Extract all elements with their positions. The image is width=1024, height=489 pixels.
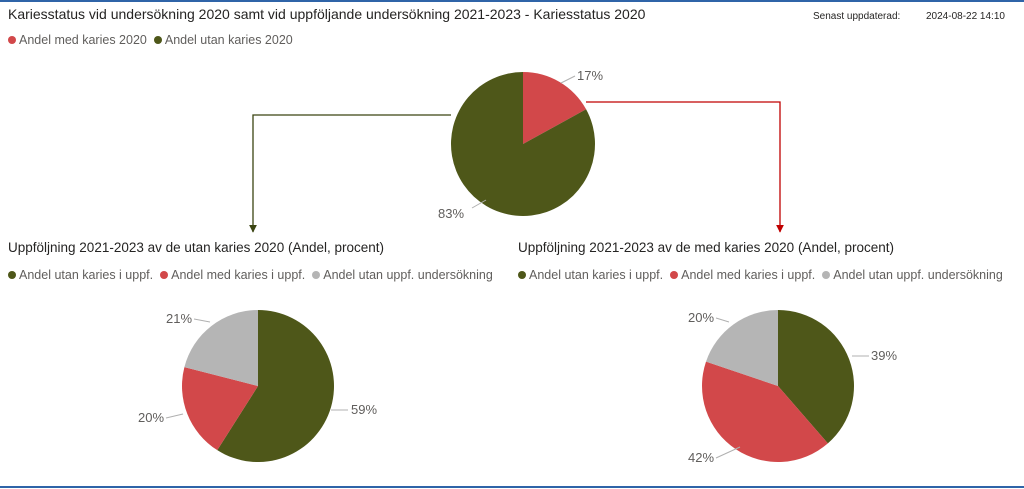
- legend-utan-karies: Andel utan karies i uppf. Andel med kari…: [8, 268, 500, 282]
- data-label: 59%: [351, 402, 377, 417]
- data-label-leader-line: [165, 413, 184, 419]
- page-title: Kariesstatus vid undersökning 2020 samt …: [8, 6, 646, 22]
- data-label: 20%: [138, 410, 164, 425]
- pie-chart-utan-karies: 59% 20% 21%: [138, 310, 377, 462]
- legend-label: Andel utan karies i uppf.: [529, 268, 664, 282]
- legend-label: Andel med karies 2020: [19, 33, 147, 47]
- legend-marker: [8, 271, 16, 279]
- legend-marker: [518, 271, 526, 279]
- data-label: 20%: [688, 310, 714, 325]
- legend-2020: Andel med karies 2020 Andel utan karies …: [8, 33, 300, 47]
- data-label: 42%: [688, 450, 714, 465]
- legend-marker: [312, 271, 321, 279]
- data-label-leader-line: [560, 75, 576, 84]
- legend-item[interactable]: Andel utan karies 2020: [153, 33, 293, 47]
- legend-item[interactable]: Andel utan karies i uppf.: [518, 268, 663, 282]
- legend-marker: [160, 271, 169, 279]
- legend-item[interactable]: Andel utan uppf. undersökning: [312, 268, 493, 282]
- pie-chart-med-karies: 39% 42% 20%: [688, 310, 897, 465]
- legend-marker: [8, 36, 16, 44]
- pie-slice[interactable]: [523, 72, 587, 144]
- data-label: 17%: [577, 68, 603, 83]
- pie-slice[interactable]: [217, 310, 335, 462]
- data-label: 21%: [166, 311, 192, 326]
- pie-slice[interactable]: [702, 361, 828, 462]
- legend-label: Andel med karies i uppf.: [171, 268, 306, 282]
- pie-chart-2020: 17% 83%: [438, 68, 603, 221]
- data-label-leader-line: [715, 317, 730, 323]
- legend-item[interactable]: Andel utan uppf. undersökning: [822, 268, 1003, 282]
- data-label: 39%: [871, 348, 897, 363]
- legend-marker: [822, 271, 831, 279]
- pie-slice[interactable]: [778, 310, 855, 444]
- legend-label: Andel utan uppf. undersökning: [323, 268, 493, 282]
- legend-marker: [670, 271, 679, 279]
- legend-label: Andel med karies i uppf.: [681, 268, 816, 282]
- last-updated-label: Senast uppdaterad:: [813, 11, 901, 22]
- data-label-leader-line: [715, 446, 741, 459]
- legend-item[interactable]: Andel utan karies i uppf.: [8, 268, 153, 282]
- data-label-leader-line: [193, 318, 211, 323]
- flow-arrow-utan-karies: [249, 114, 451, 233]
- legend-item[interactable]: Andel med karies i uppf.: [670, 268, 815, 282]
- pie-slice[interactable]: [184, 310, 258, 386]
- legend-label: Andel utan uppf. undersökning: [833, 268, 1003, 282]
- chart-title-utan-karies: Uppföljning 2021-2023 av de utan karies …: [8, 240, 385, 255]
- pie-slice[interactable]: [182, 367, 258, 451]
- flow-arrow-med-karies: [586, 101, 784, 233]
- pie-slice[interactable]: [706, 310, 778, 386]
- bottom-border: [0, 486, 1024, 488]
- legend-item[interactable]: Andel med karies i uppf.: [160, 268, 305, 282]
- legend-label: Andel utan karies 2020: [164, 33, 293, 47]
- pie-slice[interactable]: [450, 71, 595, 217]
- legend-label: Andel utan karies i uppf.: [19, 268, 154, 282]
- last-updated-value: 2024-08-22 14:10: [926, 11, 1005, 22]
- data-label-leader-line: [471, 199, 487, 209]
- data-label: 83%: [438, 206, 464, 221]
- legend-item[interactable]: Andel med karies 2020: [8, 33, 147, 47]
- legend-marker: [153, 36, 162, 44]
- top-border: [0, 0, 1024, 2]
- legend-med-karies: Andel utan karies i uppf. Andel med kari…: [518, 268, 1010, 282]
- chart-title-med-karies: Uppföljning 2021-2023 av de med karies 2…: [518, 240, 894, 255]
